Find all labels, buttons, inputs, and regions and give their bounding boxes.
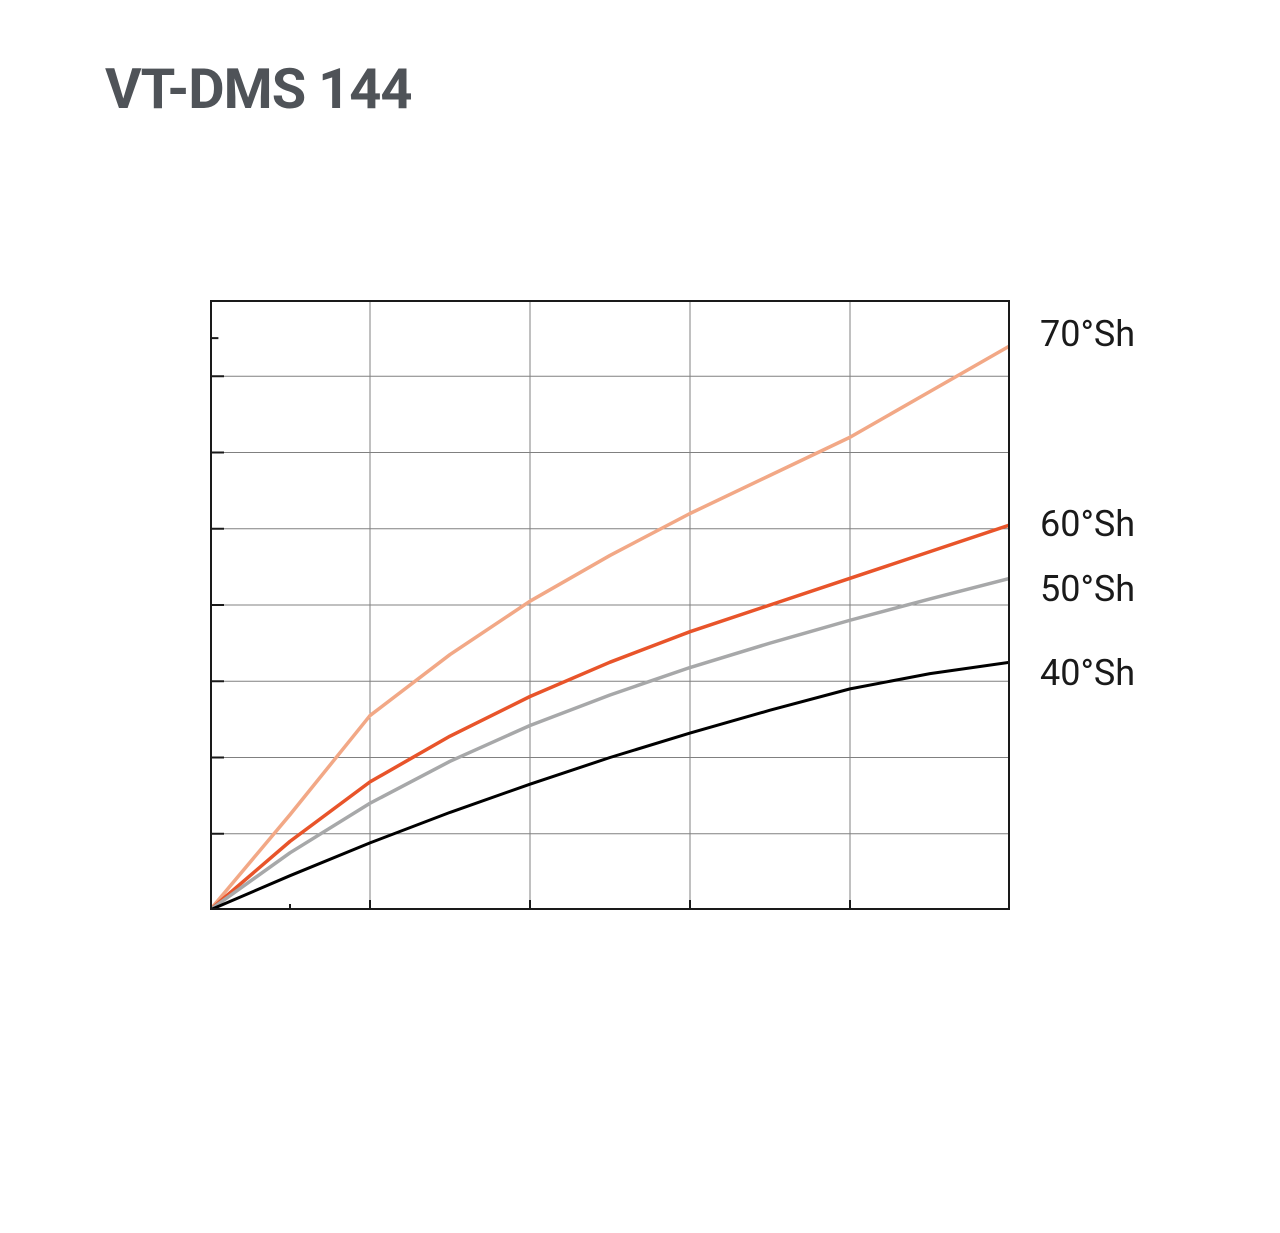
series-label-50Sh: 50°Sh bbox=[1040, 568, 1135, 610]
page: VT-DMS 144 70°Sh60°Sh50°Sh40°Sh bbox=[0, 0, 1280, 1233]
series-label-40Sh: 40°Sh bbox=[1040, 652, 1135, 694]
series-label-70Sh: 70°Sh bbox=[1040, 313, 1135, 355]
series-label-60Sh: 60°Sh bbox=[1040, 503, 1135, 545]
chart-svg bbox=[210, 300, 1010, 910]
chart-container: 70°Sh60°Sh50°Sh40°Sh bbox=[210, 300, 1010, 910]
chart-title: VT-DMS 144 bbox=[105, 56, 411, 122]
